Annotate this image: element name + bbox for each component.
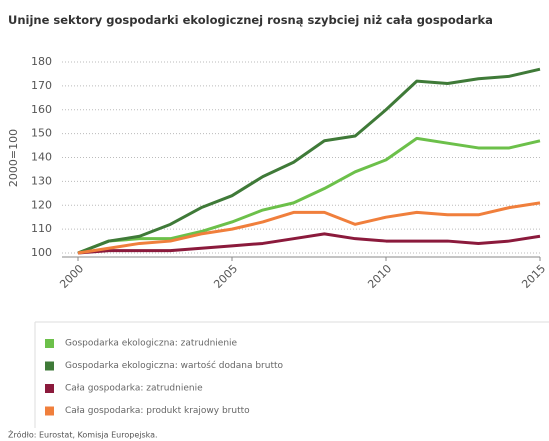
series-line [77,136,541,255]
x-tick-label: 2010 [365,262,394,291]
series-line [77,232,541,255]
x-tick-label: 2005 [211,262,240,291]
y-axis-label: 2000=100 [7,129,20,187]
legend-label: Cała gospodarka: zatrudnienie [65,384,203,394]
source: Źródło: Eurostat, Komisja Europejska. [8,429,158,440]
legend-label: Gospodarka ekologiczna: wartość dodana b… [65,360,283,371]
y-tick-label: 160 [31,103,52,116]
series-line [77,67,541,255]
x-tick-label: 2000 [57,262,86,291]
y-tick-label: 170 [31,79,52,92]
y-tick-label: 180 [31,55,52,68]
x-tick-label: 2015 [519,262,548,291]
y-tick-label: 140 [31,151,52,164]
legend-swatch [45,384,54,393]
chart-title: Unijne sektory gospodarki ekologicznej r… [8,13,493,27]
legend-swatch [45,339,54,348]
y-tick-label: 150 [31,127,52,140]
legend-swatch [45,406,54,416]
y-tick-label: 110 [31,222,52,235]
y-tick-label: 120 [31,198,52,211]
y-tick-label: 100 [31,246,52,259]
series-line [77,201,541,255]
legend-swatch [45,361,54,371]
y-tick-label: 130 [31,174,52,187]
legend-label: Gospodarka ekologiczna: zatrudnienie [65,339,238,349]
legend-label: Cała gospodarka: produkt krajowy brutto [65,406,250,416]
